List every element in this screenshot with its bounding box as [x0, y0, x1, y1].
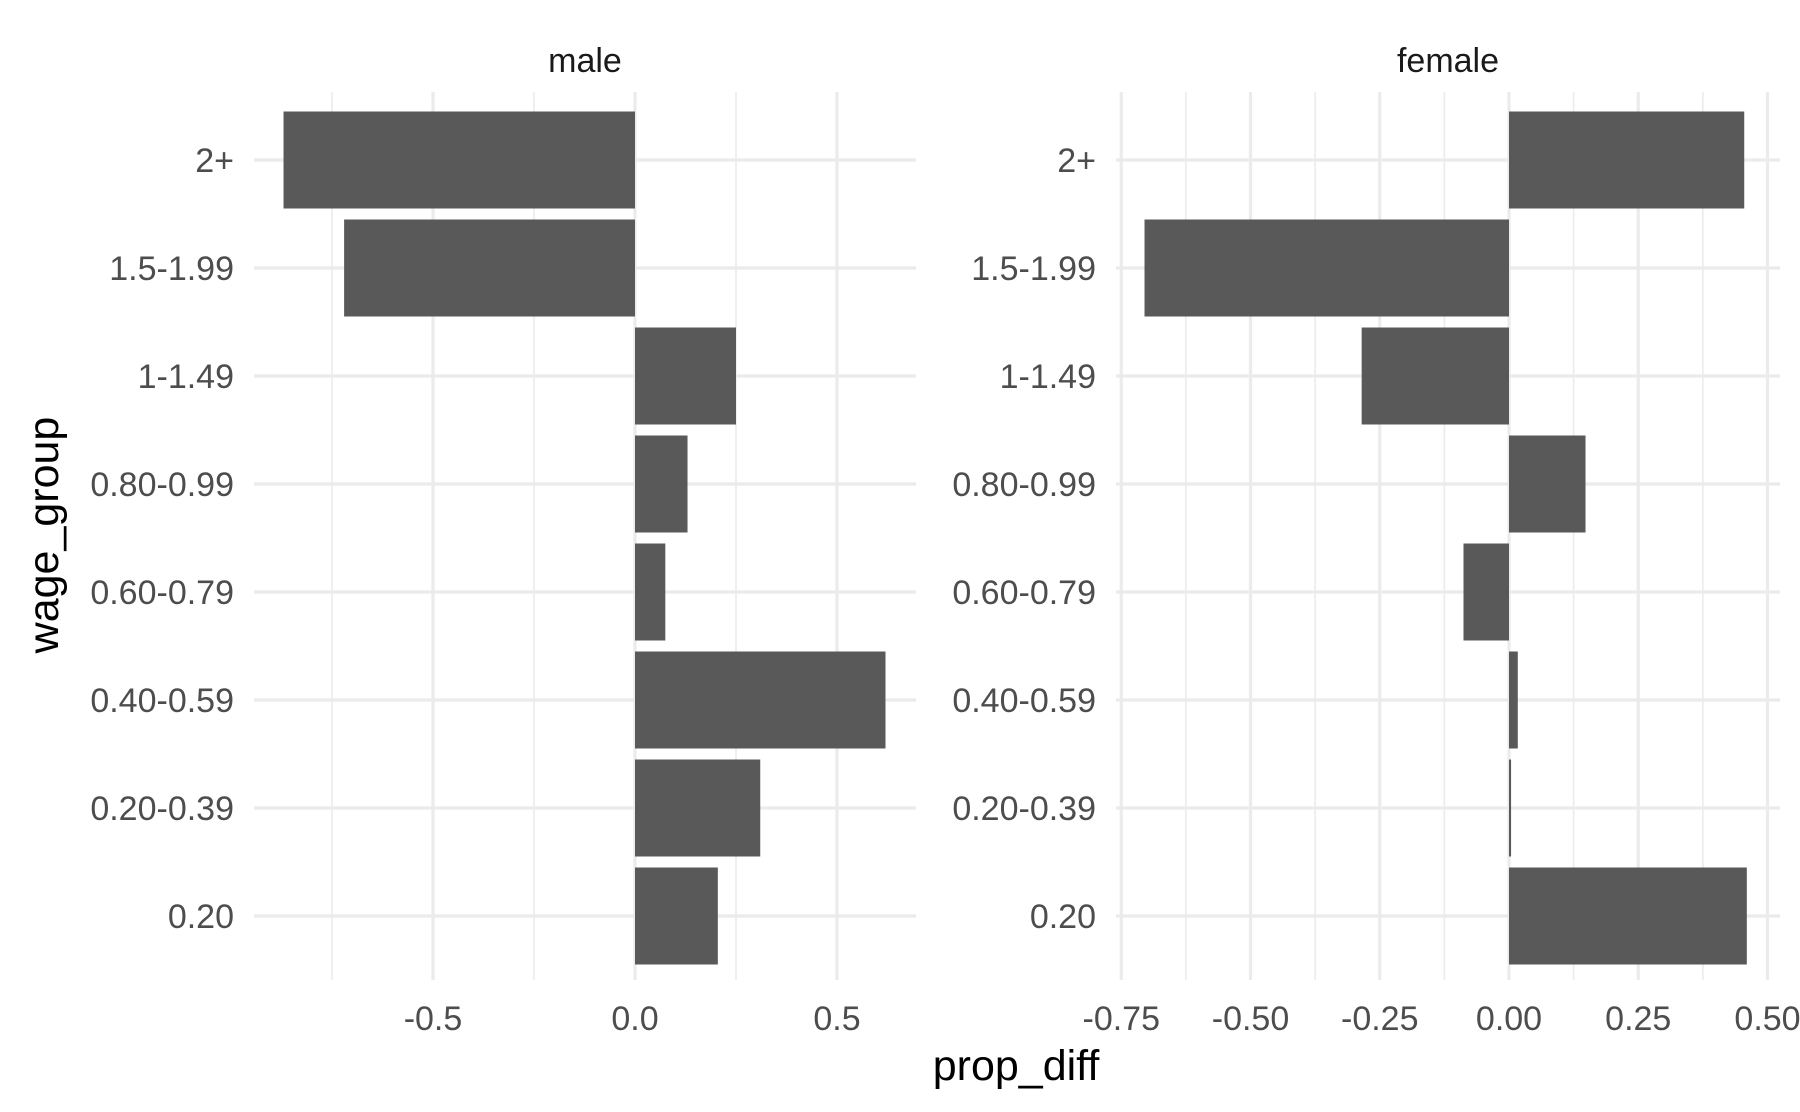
x-tick-label: 0.5 — [813, 1000, 860, 1038]
bar-male-0-20 — [635, 867, 718, 965]
male-strip-title: male — [548, 42, 622, 80]
x-tick-label: -0.25 — [1341, 1000, 1419, 1038]
male-y-tick-labels: 2+ 1.5-1.99 1-1.49 0.80-0.99 0.60-0.79 0.40-0… — [90, 142, 234, 936]
panel-male: male 2+ 1.5-1.99 1-1.49 0.80-0.99 0.60-0.79 0… — [90, 42, 916, 1038]
y-tick-label-0-40-0-59: 0.40-0.59 — [90, 682, 234, 720]
bar-female-1-1-49 — [1361, 327, 1509, 425]
bar-female-0-80-0-99 — [1509, 435, 1586, 533]
bar-male-1-1-49 — [635, 327, 736, 425]
male-x-tick-labels: -0.5 0.0 0.5 — [404, 1000, 861, 1038]
female-strip-title: female — [1397, 42, 1499, 80]
bar-female-1-5-1-99 — [1144, 219, 1509, 317]
female-y-tick-labels: 2+ 1.5-1.99 1-1.49 0.80-0.99 0.60-0.79 0.40-0… — [952, 142, 1096, 936]
y-tick-label-0-60-0-79: 0.60-0.79 — [90, 574, 234, 612]
x-tick-label: 0.50 — [1734, 1000, 1800, 1038]
panel-female: female 2+ 1.5-1.99 1-1.49 0.80-0.99 0.60-0.7… — [952, 42, 1800, 1038]
y-tick-label-2: 2+ — [1057, 142, 1096, 180]
y-tick-label-0-20: 0.20 — [1030, 898, 1096, 936]
y-tick-label-0-20: 0.20 — [168, 898, 234, 936]
y-tick-label-1-5-1-99: 1.5-1.99 — [109, 250, 234, 288]
x-tick-label: 0.25 — [1605, 1000, 1671, 1038]
y-tick-label-2: 2+ — [195, 142, 234, 180]
y-tick-label-0-80-0-99: 0.80-0.99 — [952, 466, 1096, 504]
bar-male-0-20-0-39 — [635, 759, 761, 857]
y-tick-label-0-60-0-79: 0.60-0.79 — [952, 574, 1096, 612]
bar-female-0-60-0-79 — [1463, 543, 1509, 641]
x-tick-label: -0.75 — [1083, 1000, 1161, 1038]
bar-male-0-80-0-99 — [635, 435, 688, 533]
y-tick-label-1-5-1-99: 1.5-1.99 — [971, 250, 1096, 288]
bar-male-1-5-1-99 — [344, 219, 635, 317]
y-axis-title: wage_group — [20, 417, 68, 655]
female-x-tick-labels: -0.75 -0.50 -0.25 0.00 0.25 0.50 — [1083, 1000, 1800, 1038]
y-tick-label-1-1-49: 1-1.49 — [138, 358, 234, 396]
y-tick-label-0-40-0-59: 0.40-0.59 — [952, 682, 1096, 720]
bar-female-0-20 — [1509, 867, 1747, 965]
bar-female-0-20-0-39 — [1509, 759, 1512, 857]
bar-female-2 — [1509, 111, 1745, 209]
bar-male-2 — [283, 111, 635, 209]
x-tick-label: -0.50 — [1212, 1000, 1290, 1038]
x-tick-label: -0.5 — [404, 1000, 463, 1038]
male-bars — [283, 111, 886, 965]
x-tick-label: 0.0 — [611, 1000, 658, 1038]
x-axis-title: prop_diff — [933, 1042, 1101, 1090]
bar-male-0-40-0-59 — [635, 651, 886, 749]
y-tick-label-0-20-0-39: 0.20-0.39 — [90, 790, 234, 828]
female-bars — [1144, 111, 1747, 965]
x-tick-label: 0.00 — [1476, 1000, 1542, 1038]
bar-male-0-60-0-79 — [635, 543, 666, 641]
y-tick-label-1-1-49: 1-1.49 — [1000, 358, 1096, 396]
bar-female-0-40-0-59 — [1509, 651, 1518, 749]
y-tick-label-0-80-0-99: 0.80-0.99 — [90, 466, 234, 504]
y-tick-label-0-20-0-39: 0.20-0.39 — [952, 790, 1096, 828]
